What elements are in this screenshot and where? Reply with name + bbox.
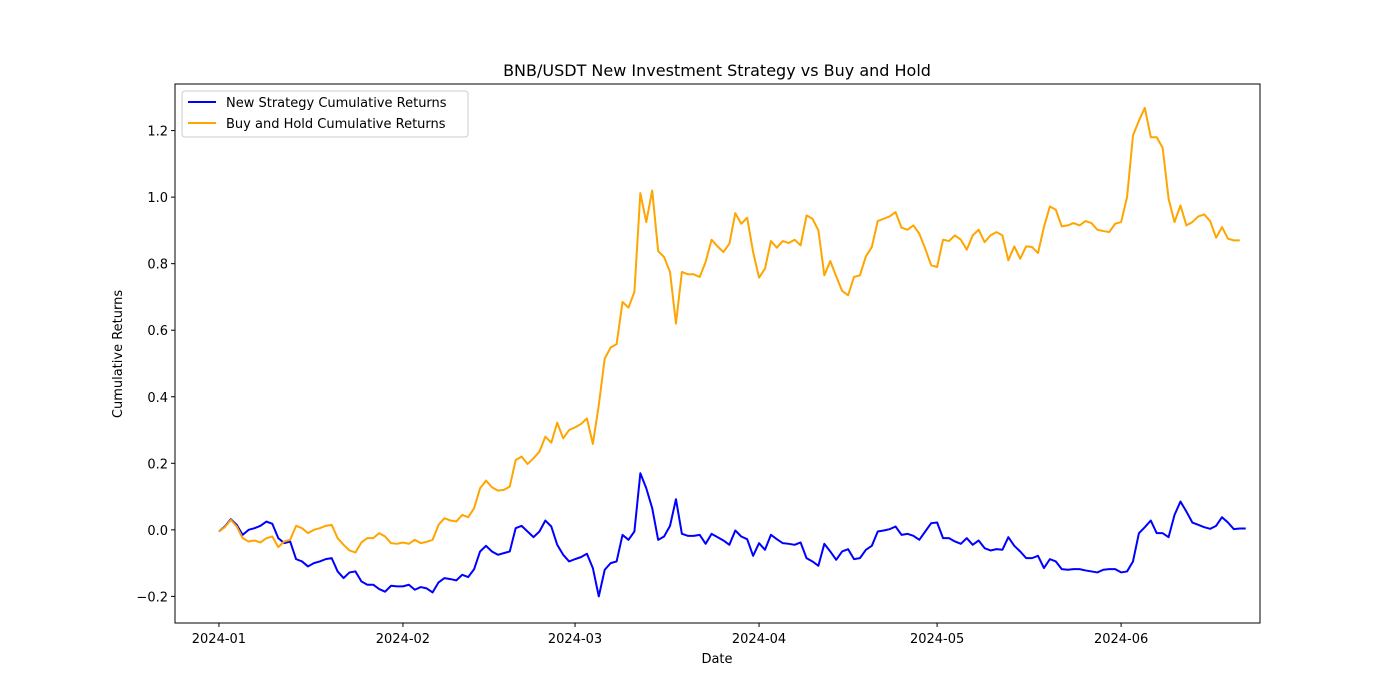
x-tick-label: 2024-06 (1094, 632, 1148, 647)
y-tick-label: −0.2 (136, 590, 168, 605)
y-tick-label: 0.0 (147, 524, 168, 539)
chart-title: BNB/USDT New Investment Strategy vs Buy … (503, 61, 931, 80)
y-tick-label: 0.4 (147, 391, 168, 406)
y-tick-label: 1.2 (147, 125, 168, 140)
y-axis-title: Cumulative Returns (111, 290, 126, 418)
y-tick-label: 1.0 (147, 191, 168, 206)
x-tick-label: 2024-05 (910, 632, 964, 647)
y-tick-label: 0.6 (147, 324, 168, 339)
legend: New Strategy Cumulative Returns Buy and … (181, 90, 469, 138)
y-axis: −0.2 0.0 0.2 0.4 0.6 0.8 1.0 1.2 (136, 125, 175, 605)
legend-label-new-strategy: New Strategy Cumulative Returns (226, 96, 447, 111)
x-tick-label: 2024-04 (732, 632, 786, 647)
x-tick-label: 2024-03 (548, 632, 602, 647)
x-axis: 2024-01 2024-02 2024-03 2024-04 2024-05 2024-… (192, 623, 1148, 647)
legend-label-buy-and-hold: Buy and Hold Cumulative Returns (226, 117, 446, 132)
axes-frame (174, 83, 1261, 624)
series-line-buy-and-hold (218, 106, 1240, 554)
series-line-new-strategy (218, 472, 1246, 598)
y-tick-label: 0.2 (147, 457, 168, 472)
legend-box (181, 90, 469, 138)
series-layer (218, 106, 1246, 598)
plot-area (174, 83, 1261, 624)
x-tick-label: 2024-01 (192, 632, 246, 647)
axes-frame-background (175, 84, 1260, 623)
y-tick-label: 0.8 (147, 258, 168, 273)
x-axis-title: Date (701, 652, 732, 667)
x-tick-label: 2024-02 (376, 632, 430, 647)
